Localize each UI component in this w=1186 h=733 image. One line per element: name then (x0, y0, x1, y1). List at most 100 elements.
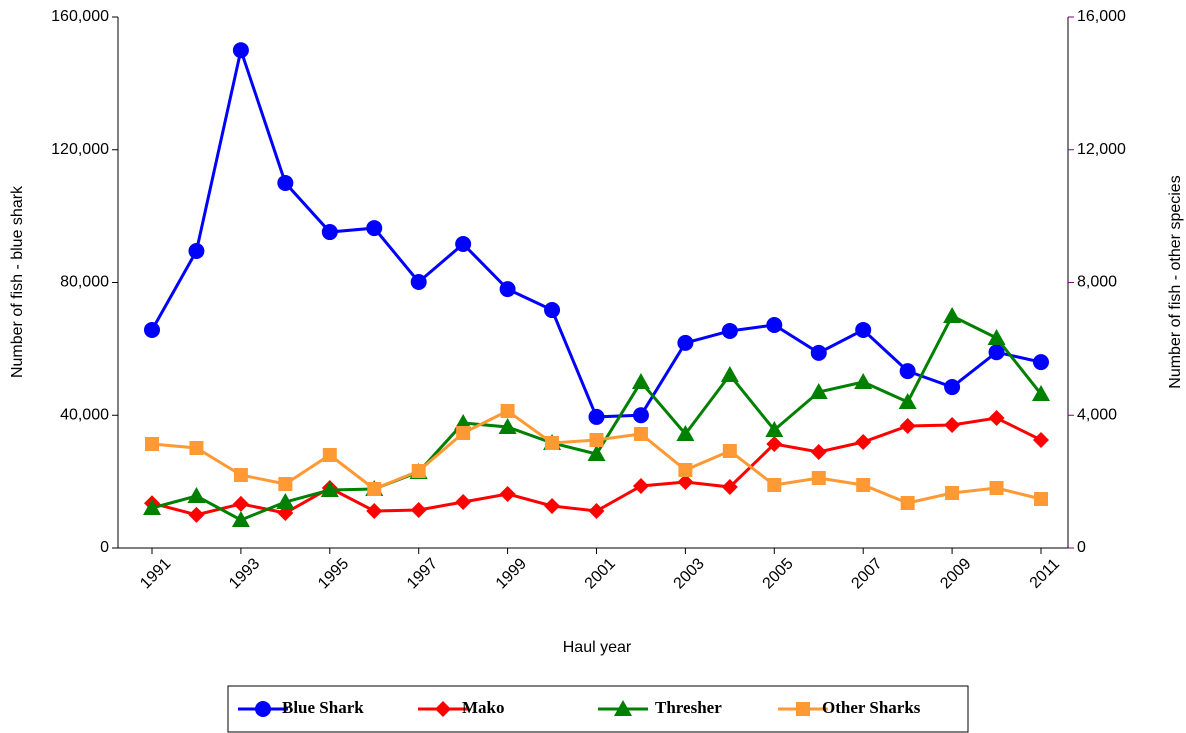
marker (855, 433, 872, 450)
marker (811, 471, 826, 486)
marker (987, 328, 1006, 345)
legend-marker (435, 701, 451, 717)
marker (1033, 354, 1049, 371)
marker (232, 495, 249, 512)
marker (722, 443, 737, 458)
marker (544, 497, 561, 514)
marker (1033, 432, 1049, 449)
marker (499, 281, 516, 298)
marker (588, 502, 605, 519)
marker (632, 407, 649, 424)
marker (856, 478, 871, 493)
marker (145, 436, 159, 451)
marker (231, 510, 250, 527)
marker (499, 486, 516, 503)
marker (810, 344, 827, 361)
marker (720, 365, 739, 382)
marker (587, 445, 606, 462)
marker (1034, 492, 1048, 507)
marker (767, 478, 782, 493)
marker (633, 427, 648, 442)
marker (989, 480, 1004, 495)
series-line (150, 44, 1042, 419)
marker (854, 372, 873, 389)
marker (588, 408, 605, 425)
marker (810, 443, 827, 460)
marker (943, 306, 962, 323)
marker (945, 486, 960, 501)
y2-tick-label: 12,000 (1077, 141, 1126, 158)
x-tick-label: 2009 (937, 555, 974, 592)
x-tick-label: 2001 (582, 555, 619, 592)
marker (144, 321, 160, 338)
marker (988, 410, 1005, 427)
marker (899, 418, 916, 435)
marker (233, 467, 248, 482)
y-tick-label: 40,000 (60, 406, 109, 423)
marker (410, 274, 427, 291)
marker (766, 316, 783, 333)
x-axis-label: Haul year (563, 639, 632, 656)
marker (367, 481, 382, 496)
marker (765, 420, 784, 437)
marker (900, 495, 915, 510)
marker (944, 379, 961, 396)
marker (899, 363, 916, 380)
marker (1032, 385, 1050, 402)
marker (411, 464, 426, 479)
marker (456, 426, 471, 441)
marker (188, 506, 205, 523)
legend-marker (255, 701, 271, 717)
marker (276, 493, 295, 510)
y2-tick-label: 4,000 (1077, 406, 1117, 423)
marker (766, 435, 783, 452)
marker (500, 404, 515, 419)
marker (277, 174, 294, 191)
y-tick-label: 0 (100, 539, 109, 556)
y2-tick-label: 0 (1077, 539, 1086, 556)
marker (498, 417, 517, 434)
marker (321, 224, 338, 241)
y2-axis-label: Number of fish - other species (1167, 175, 1184, 388)
marker (189, 441, 204, 456)
x-tick-label: 1991 (137, 555, 174, 592)
marker (320, 480, 339, 497)
y2-tick-label: 8,000 (1077, 274, 1117, 291)
marker (455, 494, 472, 511)
marker (631, 372, 650, 389)
legend-label: Mako (462, 698, 505, 717)
marker (187, 486, 206, 503)
marker (278, 477, 293, 492)
x-tick-label: 2011 (1027, 556, 1063, 592)
x-tick-label: 1997 (404, 555, 441, 592)
x-tick-label: 1993 (226, 555, 263, 592)
marker (366, 502, 383, 519)
x-tick-label: 1999 (493, 555, 530, 592)
marker (721, 479, 738, 496)
marker (545, 435, 560, 450)
marker (677, 334, 694, 351)
legend-label: Other Sharks (822, 698, 921, 717)
marker (855, 321, 872, 338)
x-tick-label: 2005 (760, 555, 797, 592)
y-tick-label: 120,000 (51, 141, 109, 158)
x-tick-label: 1995 (315, 555, 352, 592)
marker (809, 383, 828, 400)
legend-box (227, 685, 969, 733)
marker (898, 393, 917, 410)
marker (678, 463, 693, 478)
legend-label: Thresher (655, 698, 722, 717)
marker (322, 448, 337, 463)
marker (188, 242, 205, 259)
y-axis-label: Number of fish - blue shark (9, 185, 26, 378)
y-tick-label: 160,000 (51, 8, 109, 25)
x-tick-label: 2007 (848, 555, 885, 592)
marker (455, 236, 472, 253)
marker (988, 344, 1005, 361)
marker (632, 478, 649, 495)
legend-label: Blue Shark (282, 698, 364, 717)
marker (232, 42, 249, 59)
marker (410, 502, 427, 519)
y2-tick-label: 16,000 (1077, 8, 1126, 25)
